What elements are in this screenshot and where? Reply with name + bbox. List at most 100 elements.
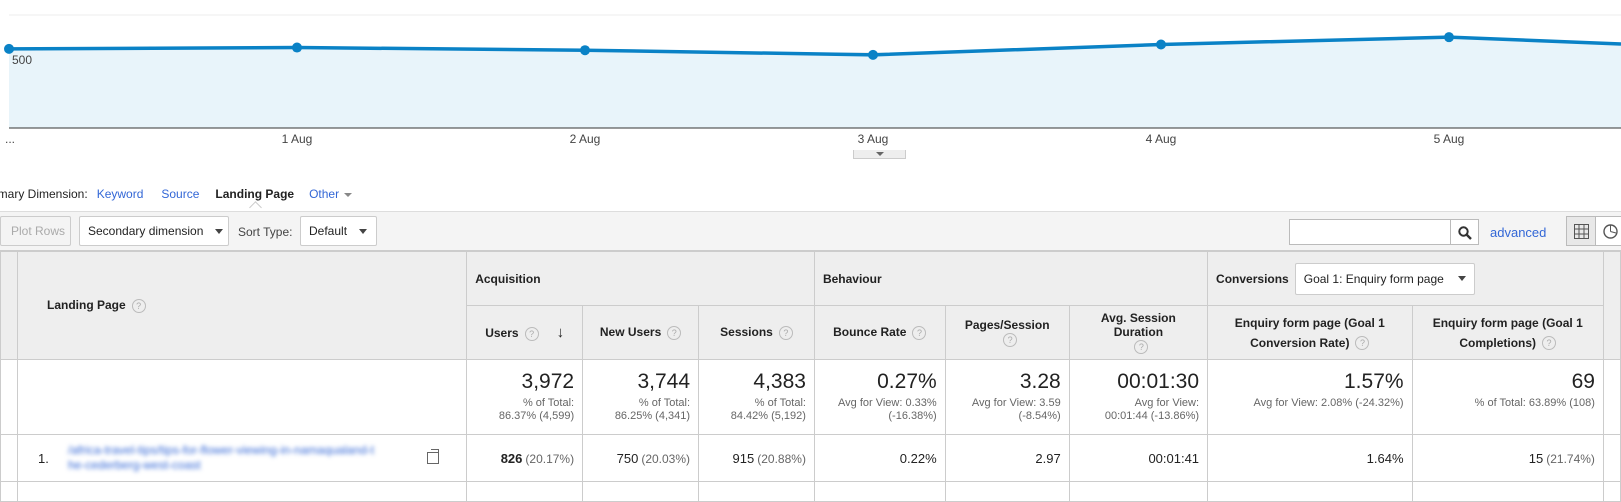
total-avg-duration-sub1: Avg for View: (1134, 397, 1200, 409)
table-search-input[interactable] (1289, 219, 1451, 245)
sessions-column-header[interactable]: Sessions? (698, 305, 815, 360)
completions-cell: 15 (21.74%) (1411, 434, 1604, 482)
avg-session-duration-column-header[interactable]: Avg. Session Duration? (1068, 305, 1209, 360)
data-point[interactable] (1444, 32, 1454, 43)
table-edge-cell (0, 251, 18, 360)
users-column-header[interactable]: Users? ↓ (466, 305, 584, 360)
total-users-sub1: % of Total: (522, 397, 575, 409)
help-icon[interactable]: ? (778, 325, 793, 340)
sort-type-value: Default (309, 224, 348, 238)
total-avg-duration-value: 00:01:30 (1117, 370, 1200, 393)
total-users: 3,972 % of Total: 86.37% (4,599) (466, 359, 584, 435)
total-conv-rate-sub1: Avg for View: 2.08% (-24.32%) (1253, 397, 1404, 409)
sort-arrow-down-icon: ↓ (556, 324, 565, 341)
total-conversion-rate: 1.57% Avg for View: 2.08% (-24.32%) (1207, 359, 1413, 435)
data-point[interactable] (292, 42, 302, 53)
table-cell (1411, 481, 1604, 502)
total-bounce-rate: 0.27% Avg for View: 0.33% (-16.38%) (813, 359, 946, 435)
table-cell (466, 481, 584, 502)
x-tick-label: 3 Aug (858, 132, 889, 146)
users-pct: (20.17%) (525, 451, 575, 466)
total-pages-session-value: 3.28 (1019, 370, 1061, 393)
users-column-label: Users (485, 326, 519, 340)
data-point[interactable] (4, 43, 14, 54)
x-tick-label: 5 Aug (1434, 132, 1465, 146)
x-tick-label: ... (5, 132, 15, 146)
open-external-icon[interactable] (427, 449, 439, 464)
conversion-rate-cell: 1.64% (1207, 434, 1413, 482)
total-bounce-rate-sub1: Avg for View: 0.33% (838, 397, 937, 409)
conversions-group-header: Conversions Goal 1: Enquiry form page (1207, 251, 1604, 306)
dimension-keyword[interactable]: Keyword (96, 187, 144, 201)
table-edge-cell (1602, 481, 1621, 502)
help-icon[interactable]: ? (1355, 336, 1370, 351)
conversion-rate-column-header[interactable]: Enquiry form page (Goal 1 Conversion Rat… (1207, 305, 1413, 360)
chart-collapse-handle[interactable] (853, 150, 906, 159)
sort-type-dropdown[interactable]: Default (300, 216, 377, 246)
row-index: 1. (38, 450, 49, 466)
landing-page-header[interactable]: Landing Page? (16, 251, 468, 360)
data-point[interactable] (868, 49, 878, 60)
total-sessions-sub2: 84.42% (5,192) (730, 410, 806, 422)
completions-column-label: Enquiry form page (Goal 1 Completions) (1432, 315, 1583, 350)
total-new-users-sub2: 86.25% (4,341) (614, 410, 691, 422)
series-area (9, 37, 1621, 129)
help-icon[interactable]: ? (912, 325, 927, 340)
total-bounce-rate-sub2: (-16.38%) (888, 410, 937, 422)
completions-column-header[interactable]: Enquiry form page (Goal 1 Completions)? (1411, 305, 1604, 360)
total-avg-duration-sub2: 00:01:44 (-13.86%) (1104, 410, 1200, 422)
dimension-other-dropdown[interactable]: Other (309, 187, 353, 201)
x-tick-label: 2 Aug (570, 132, 601, 146)
plot-rows-button[interactable]: Plot Rows (0, 216, 71, 246)
pages-session-column-header[interactable]: Pages/Session? (944, 305, 1070, 360)
total-new-users-sub1: % of Total: (638, 397, 691, 409)
bounce-rate-column-header[interactable]: Bounce Rate? (813, 305, 946, 360)
dimension-landing-page[interactable]: Landing Page (215, 187, 295, 201)
pie-chart-icon (1603, 224, 1618, 239)
x-tick-label: 1 Aug (282, 132, 313, 146)
help-icon[interactable]: ? (131, 298, 146, 313)
new-users-value: 750 (616, 450, 639, 466)
table-cell (698, 481, 815, 502)
table-edge-cell (0, 481, 18, 502)
help-icon[interactable]: ? (524, 326, 539, 341)
secondary-dimension-dropdown[interactable]: Secondary dimension (79, 216, 229, 246)
table-cell (1068, 481, 1209, 502)
data-point[interactable] (1156, 39, 1166, 50)
landing-page-url-line2: he-cederberg-west-coast (68, 458, 201, 472)
totals-row: 3,972% of Total: 86.37% (4,599) 3,744% of… (0, 359, 1621, 435)
table-view-button[interactable] (1566, 216, 1596, 246)
x-tick-labels: ... 1 Aug 2 Aug 3 Aug 4 Aug 5 Aug (5, 132, 1464, 146)
new-users-column-header[interactable]: New Users? (582, 305, 700, 360)
behaviour-group-header: Behaviour (813, 251, 1209, 306)
dimension-source[interactable]: Source (161, 187, 200, 201)
total-users-value: 3,972 (521, 370, 575, 393)
help-icon[interactable]: ? (1542, 336, 1557, 351)
bounce-rate-cell: 0.22% (813, 434, 946, 482)
table-row (0, 481, 1621, 502)
table-edge-cell (0, 434, 18, 482)
help-icon[interactable]: ? (1134, 339, 1149, 354)
total-conv-rate-value: 1.57% (1344, 370, 1404, 393)
landing-page-link[interactable]: /africa-travel-tips/tips-for-flower-view… (68, 443, 423, 473)
line-chart: 500 ... 1 Aug 2 Aug 3 Aug 4 Aug 5 Aug (4, 14, 1621, 146)
totals-label-cell (16, 359, 468, 435)
search-button[interactable] (1451, 219, 1479, 245)
total-completions-sub1: % of Total: 63.89% (108) (1474, 397, 1595, 409)
total-new-users: 3,744 % of Total: 86.25% (4,341) (582, 359, 700, 435)
data-point[interactable] (580, 45, 590, 56)
completions-pct: (21.74%) (1546, 451, 1595, 466)
pie-view-button[interactable] (1595, 216, 1621, 246)
table-edge-cell (1602, 434, 1621, 482)
series-layer (4, 32, 1621, 129)
help-icon[interactable]: ? (1003, 332, 1018, 347)
total-pages-session-sub1: Avg for View: 3.59 (971, 397, 1061, 409)
users-value: 826 (500, 450, 523, 466)
advanced-filter-link[interactable]: advanced (1490, 225, 1547, 240)
help-icon[interactable]: ? (667, 325, 682, 340)
avg-session-duration-column-label: Avg. Session Duration (1100, 311, 1176, 340)
table-edge-cell (0, 359, 18, 435)
total-avg-session-duration: 00:01:30 Avg for View: 00:01:44 (-13.86%) (1068, 359, 1209, 435)
goal-selector-dropdown[interactable]: Goal 1: Enquiry form page (1294, 262, 1475, 295)
search-icon (1458, 226, 1472, 240)
